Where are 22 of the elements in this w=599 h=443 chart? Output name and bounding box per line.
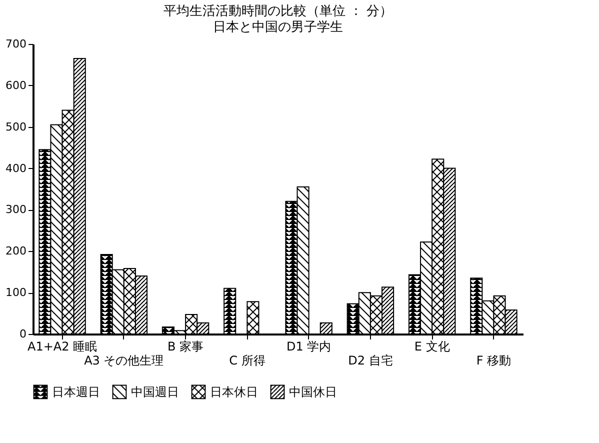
y-tick-label: 200	[6, 244, 26, 258]
y-tick-label: 300	[6, 203, 26, 216]
legend-label: 日本休日	[210, 384, 258, 399]
x-tick-label: A3 その他生理	[84, 354, 164, 368]
chart-subtitle: 日本と中国の男子学生	[213, 20, 343, 35]
legend-label: 日本週日	[52, 384, 100, 399]
chart-title: 平均生活活動時間の比較（単位 ： 分）	[163, 4, 393, 19]
x-tick-label: C 所得	[229, 354, 266, 368]
x-tick-label: E 文化	[414, 340, 450, 354]
x-tick-label: B 家事	[168, 340, 204, 354]
y-tick-label: 500	[6, 120, 26, 134]
x-tick-label: D1 学内	[286, 340, 332, 354]
x-tick-label: F 移動	[476, 354, 512, 368]
x-tick-label: A1+A2 睡眠	[27, 340, 98, 354]
x-tick-label: D2 自宅	[348, 354, 393, 368]
legend-label: 中国週日	[131, 384, 179, 399]
y-tick-label: 700	[6, 38, 26, 50]
y-tick-label: 400	[6, 162, 26, 175]
y-tick-label: 100	[6, 286, 26, 300]
legend-label: 中国休日	[289, 384, 337, 399]
y-tick-label: 0	[20, 328, 26, 340]
y-tick-label: 600	[6, 78, 26, 92]
